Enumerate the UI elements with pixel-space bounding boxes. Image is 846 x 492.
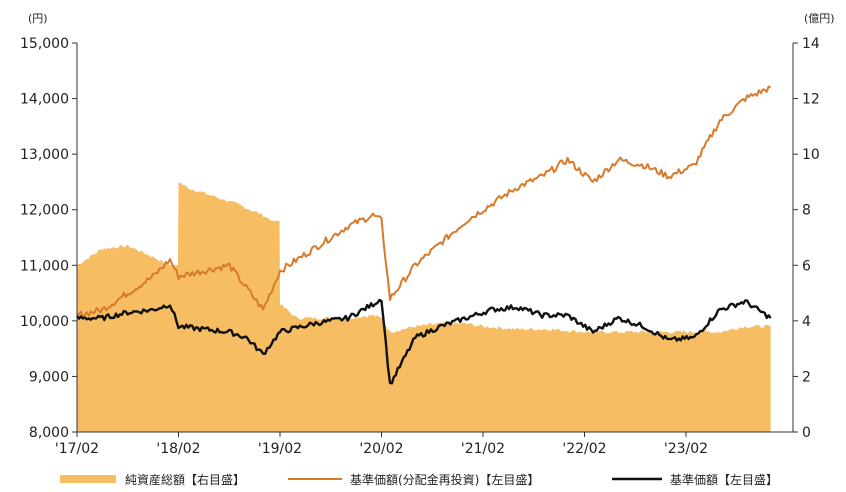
series-line-reinvested xyxy=(76,85,772,319)
left-tick-label: 8,000 xyxy=(29,425,69,441)
left-tick-label: 11,000 xyxy=(20,258,69,274)
right-axis-unit: (億円) xyxy=(804,12,835,25)
left-axis-unit: (円) xyxy=(28,12,48,25)
x-tick-label: '19/02 xyxy=(258,441,302,457)
x-tick-label: '21/02 xyxy=(461,441,505,457)
right-tick-label: 2 xyxy=(802,369,811,385)
right-tick-label: 8 xyxy=(802,203,811,219)
legend-label-base: 基準価額【左目盛】 xyxy=(670,472,778,487)
x-tick-label: '18/02 xyxy=(156,441,200,457)
ticks-layer: 8,000 9,000 10,000 11,000 12,000 13,000 14,000… xyxy=(20,36,820,457)
x-tick-label: '22/02 xyxy=(562,441,606,457)
area-layer xyxy=(77,182,771,432)
left-tick-label: 10,000 xyxy=(20,314,69,330)
legend-label-nav: 純資産総額【右目盛】 xyxy=(125,472,245,487)
left-tick-label: 13,000 xyxy=(20,147,69,163)
left-tick-label: 12,000 xyxy=(20,203,69,219)
right-tick-label: 10 xyxy=(802,147,820,163)
legend-swatch-nav xyxy=(60,475,116,483)
series-area-nav xyxy=(77,182,771,432)
line-layer xyxy=(76,85,772,385)
right-tick-label: 6 xyxy=(802,258,811,274)
x-tick-label: '23/02 xyxy=(664,441,708,457)
right-tick-label: 4 xyxy=(802,314,811,330)
series-line-base xyxy=(76,298,772,385)
left-tick-label: 15,000 xyxy=(20,36,69,52)
right-tick-label: 12 xyxy=(802,92,820,108)
right-tick-label: 14 xyxy=(802,36,820,52)
left-tick-label: 14,000 xyxy=(20,92,69,108)
legend: 純資産総額【右目盛】 基準価額(分配金再投資)【左目盛】 基準価額【左目盛】 xyxy=(60,472,778,487)
x-tick-label: '17/02 xyxy=(55,441,99,457)
x-tick-label: '20/02 xyxy=(359,441,403,457)
legend-label-reinvested: 基準価額(分配金再投資)【左目盛】 xyxy=(350,472,539,487)
axes-layer xyxy=(76,43,794,433)
left-tick-label: 9,000 xyxy=(29,369,69,385)
right-tick-label: 0 xyxy=(802,425,811,441)
